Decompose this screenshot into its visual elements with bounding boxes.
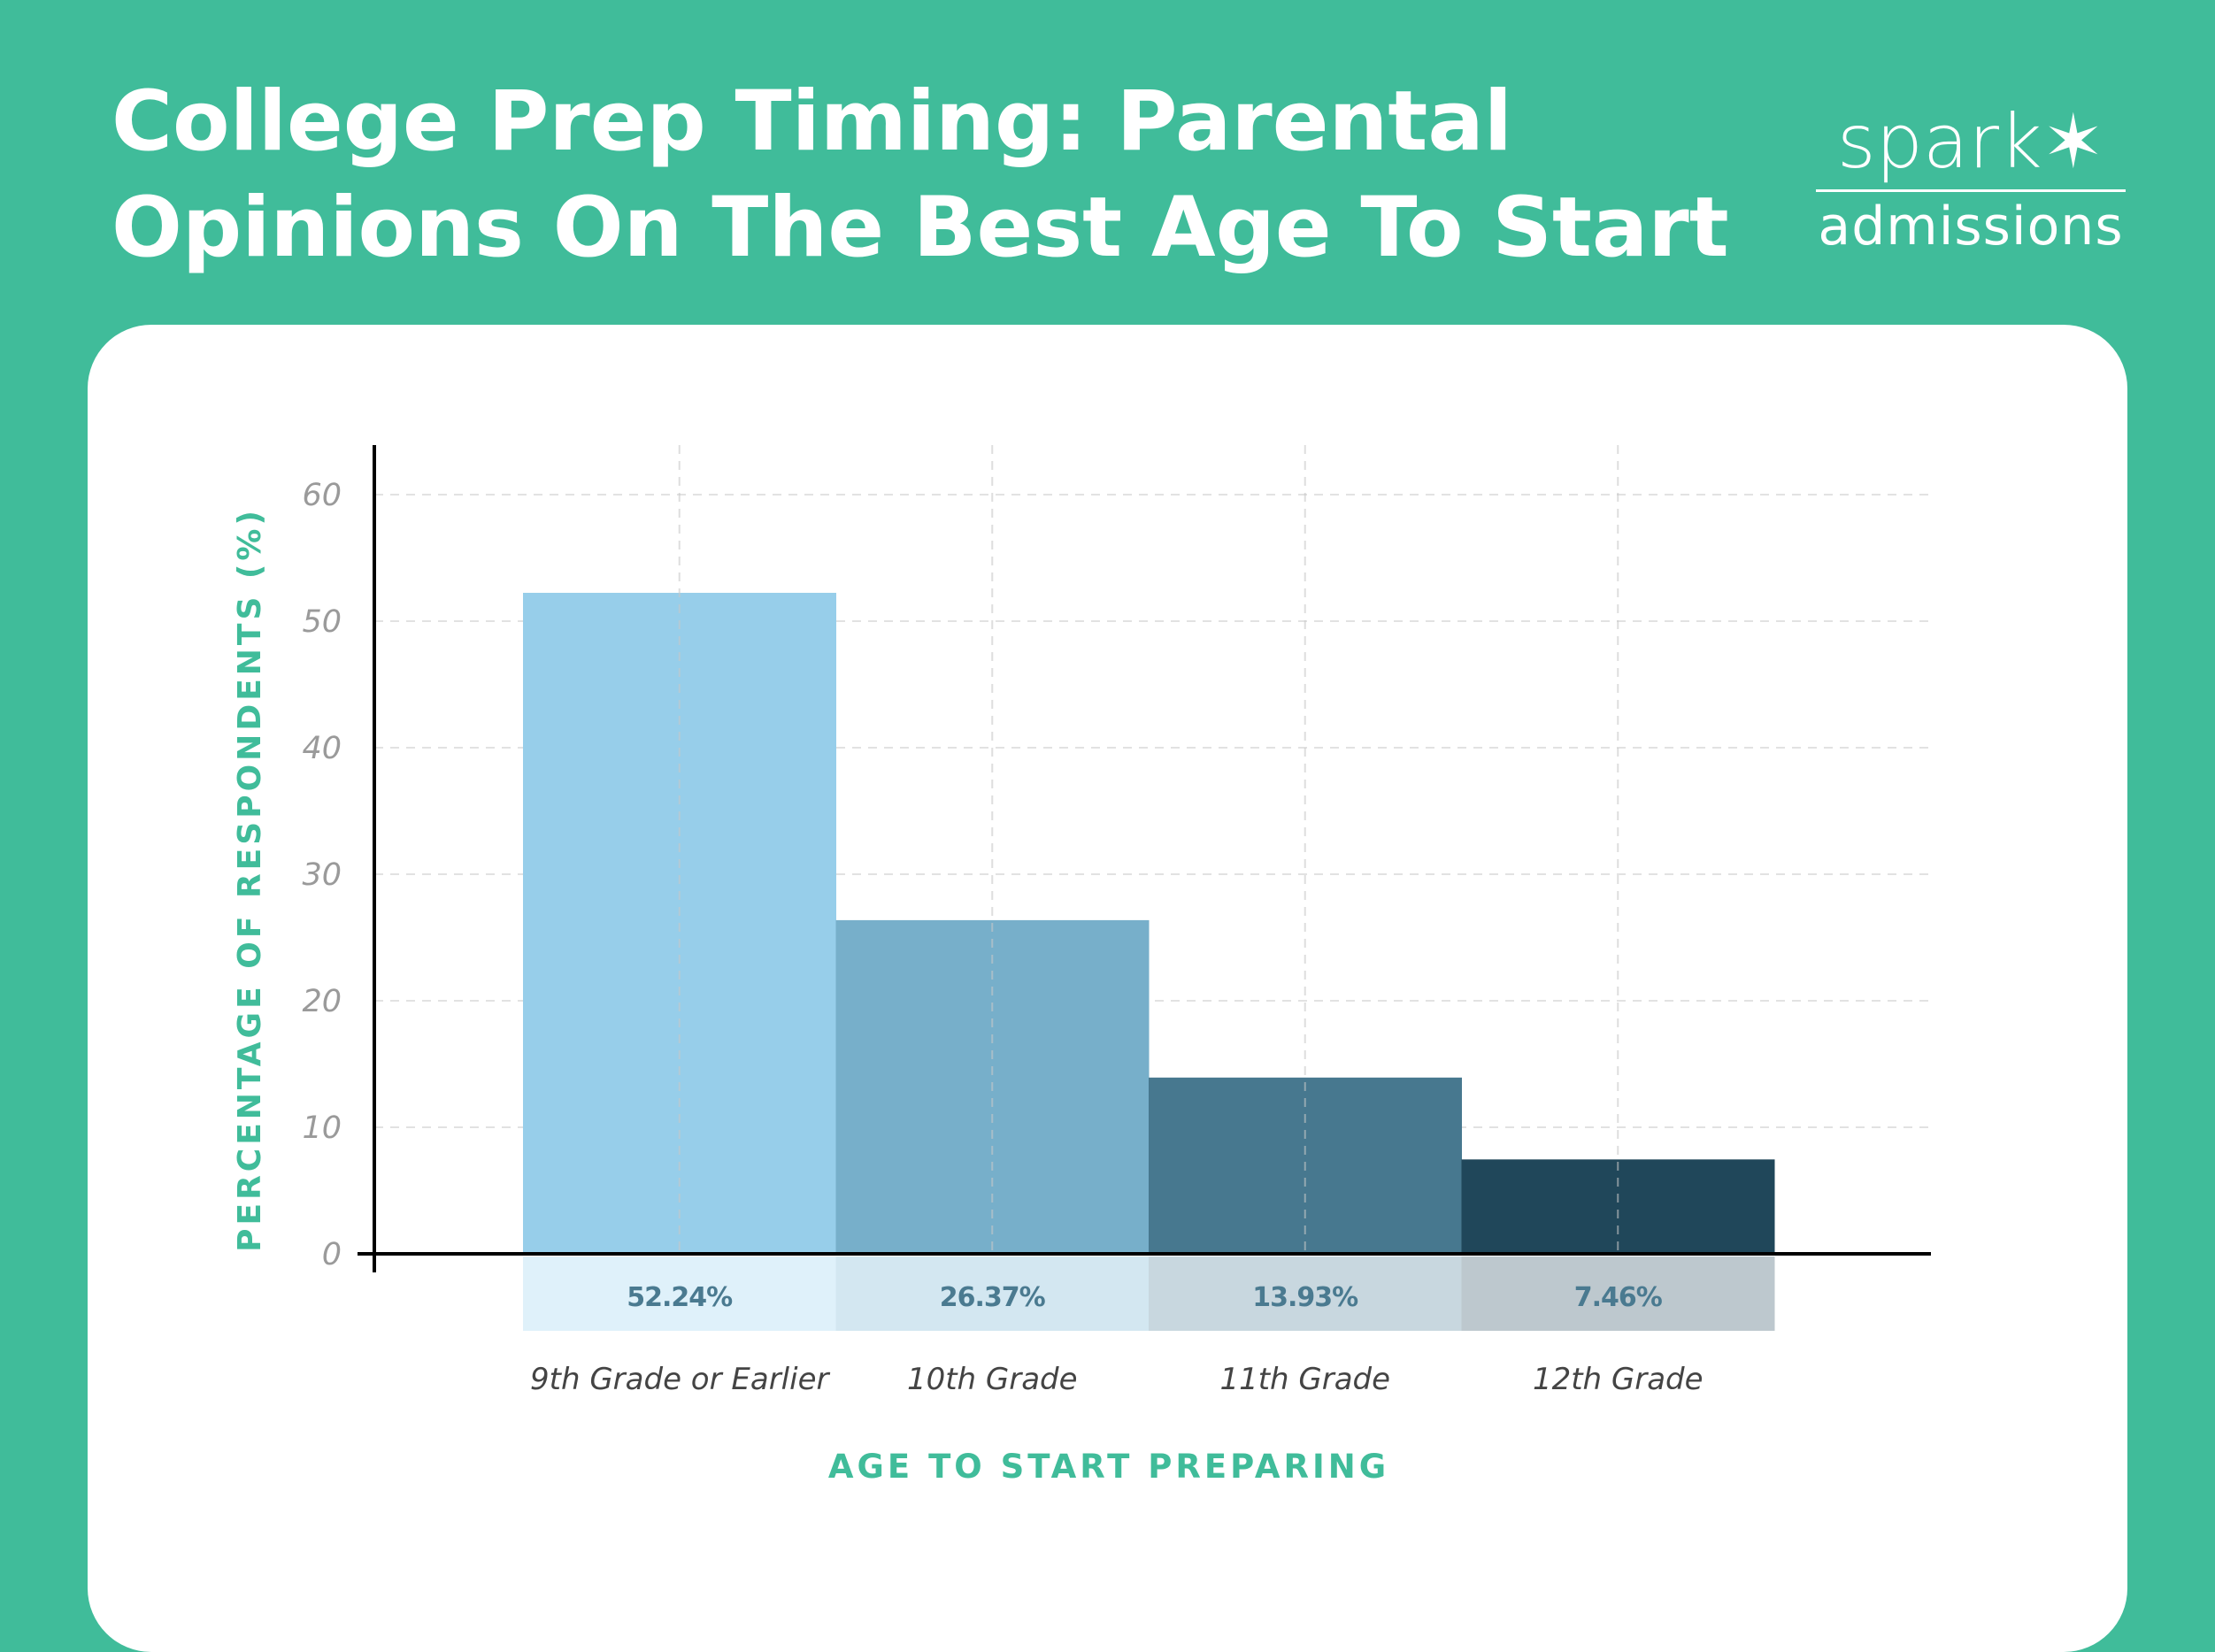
y-tick-label: 40	[302, 731, 342, 766]
value-label: 13.93%	[1252, 1282, 1358, 1313]
page-title: College Prep Timing: Parental Opinions O…	[112, 69, 1729, 281]
value-label-box	[1461, 1256, 1775, 1331]
value-label: 7.46%	[1574, 1282, 1663, 1313]
title-line-1: College Prep Timing: Parental	[112, 73, 1512, 170]
title-line-2: Opinions On The Best Age To Start	[112, 180, 1729, 276]
star-icon: ✶	[2042, 98, 2105, 185]
value-label-box	[523, 1256, 836, 1331]
y-tick-label: 30	[302, 857, 342, 893]
y-tick-label: 50	[302, 604, 342, 640]
logo-spark: spark✶	[1836, 98, 2105, 185]
value-label-box	[1149, 1256, 1462, 1331]
logo-divider	[1816, 189, 2126, 192]
category-label: 11th Grade	[1219, 1362, 1390, 1397]
value-label: 52.24%	[627, 1282, 733, 1313]
y-tick-label: 0	[322, 1237, 342, 1272]
y-tick-label: 60	[302, 478, 342, 513]
value-label: 26.37%	[940, 1282, 1046, 1313]
bar-chart: 0 10 20 30 40 50 60 52.24% 9th Grade or Earlier 2…	[232, 445, 1931, 1486]
y-tick-label: 20	[302, 984, 342, 1019]
bar	[1461, 1159, 1775, 1254]
category-label: 9th Grade or Earlier	[530, 1362, 830, 1397]
x-axis-title: AGE TO START PREPARING	[828, 1448, 1389, 1486]
value-label-box	[835, 1256, 1150, 1331]
y-axis-title: PERCENTAGE OF RESPONDENTS (%)	[232, 507, 268, 1252]
spark-admissions-logo: spark✶ admissions	[1816, 99, 2126, 257]
category-label: 12th Grade	[1533, 1362, 1704, 1397]
y-tick-label: 10	[302, 1110, 342, 1146]
logo-admissions: admissions	[1818, 196, 2124, 257]
category-label: 10th Grade	[907, 1362, 1078, 1397]
